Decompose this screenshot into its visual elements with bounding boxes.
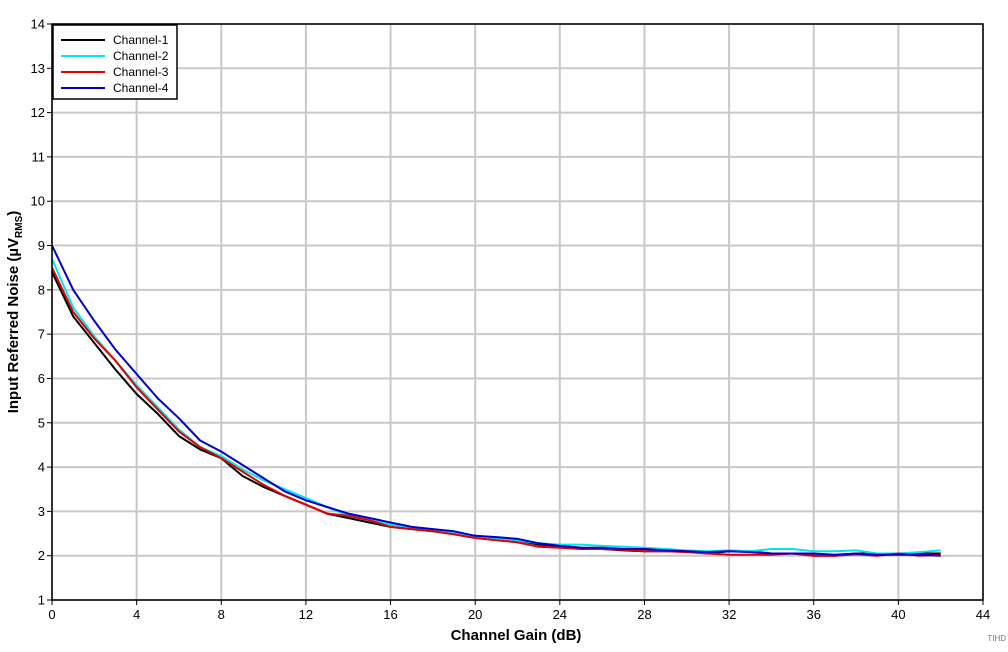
series-line-2 [51, 258, 941, 555]
y-tick-label: 3 [38, 504, 45, 519]
x-tick-label: 32 [722, 607, 736, 622]
legend-label: Channel-2 [113, 49, 169, 63]
series-line-3 [51, 267, 941, 557]
legend-label: Channel-1 [113, 33, 169, 47]
y-tick-label: 13 [31, 61, 45, 76]
x-tick-label: 4 [133, 607, 140, 622]
series-line-4 [51, 245, 941, 557]
legend: Channel-1 Channel-2 Channel-3 Channel-4 [52, 24, 178, 100]
series-line-1 [51, 271, 941, 557]
y-tick-label: 9 [38, 238, 45, 253]
x-tick-label: 44 [976, 607, 990, 622]
y-tick-label: 8 [38, 282, 45, 297]
x-tick-label: 16 [383, 607, 397, 622]
y-axis-title-main: Input Referred Noise (µV [5, 238, 22, 413]
legend-label: Channel-4 [113, 81, 169, 95]
x-tick-label: 28 [637, 607, 651, 622]
x-tick-label: 8 [218, 607, 225, 622]
y-tick-label: 5 [38, 415, 45, 430]
x-tick-label: 36 [806, 607, 820, 622]
series-lines [51, 245, 941, 557]
legend-box [52, 24, 178, 100]
y-tick-label: 2 [38, 548, 45, 563]
y-tick-label: 7 [38, 327, 45, 342]
y-tick-label: 10 [31, 194, 45, 209]
plot-area-frame [51, 23, 984, 601]
y-tick-label: 4 [38, 460, 45, 475]
figure-id: TIHD [987, 634, 1006, 643]
y-axis-title: Input Referred Noise (µVRMS) [5, 211, 25, 414]
y-tick-label: 14 [31, 17, 45, 32]
x-tick-label: 12 [299, 607, 313, 622]
x-tick-label: 40 [891, 607, 905, 622]
x-tick-label: 24 [553, 607, 567, 622]
x-axis-ticks: 0 4 8 12 16 20 24 28 32 36 40 44 [48, 600, 990, 622]
y-tick-label: 12 [31, 105, 45, 120]
y-tick-label: 1 [38, 593, 45, 608]
x-tick-label: 20 [468, 607, 482, 622]
y-tick-label: 11 [32, 149, 46, 164]
x-axis-title: Channel Gain (dB) [451, 627, 582, 644]
x-tick-label: 0 [48, 607, 55, 622]
y-axis-title-sub: RMS [14, 215, 25, 238]
legend-label: Channel-3 [113, 65, 169, 79]
y-axis-title-end: ) [5, 211, 22, 216]
gridlines [51, 23, 984, 601]
y-tick-label: 6 [38, 371, 45, 386]
